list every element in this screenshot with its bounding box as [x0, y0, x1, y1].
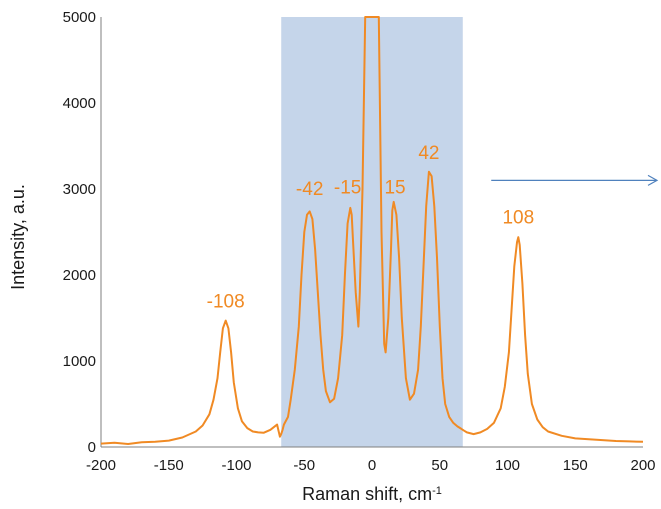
x-tick-label: -100 — [221, 457, 251, 474]
highlight-band-layer — [281, 17, 463, 447]
peak-label: -15 — [334, 177, 361, 198]
spectrum-line — [100, 16, 644, 445]
series-layer — [100, 16, 644, 445]
x-tick-label: 150 — [563, 457, 588, 474]
x-tick-label: -150 — [154, 457, 184, 474]
x-tick-label: 100 — [495, 457, 520, 474]
x-tick-label: 0 — [368, 457, 376, 474]
x-tick-label: 200 — [630, 457, 655, 474]
peak-label: 108 — [502, 207, 534, 228]
y-tick-label: 5000 — [63, 9, 96, 26]
x-tick-label: -200 — [86, 457, 116, 474]
peak-label: 15 — [384, 177, 405, 198]
y-axis-title: Intensity, a.u. — [8, 184, 28, 290]
axes-layer — [100, 17, 643, 448]
y-tick-label: 0 — [88, 439, 96, 456]
peak-label: -108 — [207, 292, 245, 313]
y-tick-label: 3000 — [63, 181, 96, 198]
x-tick-label: 50 — [431, 457, 448, 474]
x-tick-label: -50 — [293, 457, 315, 474]
x-axis-title: Raman shift, cm-1 — [302, 484, 442, 504]
y-tick-label: 2000 — [63, 267, 96, 284]
y-tick-label: 1000 — [63, 353, 96, 370]
y-tick-label: 4000 — [63, 95, 96, 112]
peak-label: -42 — [296, 179, 323, 200]
peak-label: 42 — [418, 143, 439, 164]
highlight-band — [281, 17, 463, 447]
arrow-head — [647, 174, 659, 186]
tick-label-layer: -200 -150 -100 -50 0 50 100 150 2000100020003000… — [63, 9, 656, 474]
annotation-layer: -108 -42 -15 15 42 108 — [207, 143, 659, 313]
